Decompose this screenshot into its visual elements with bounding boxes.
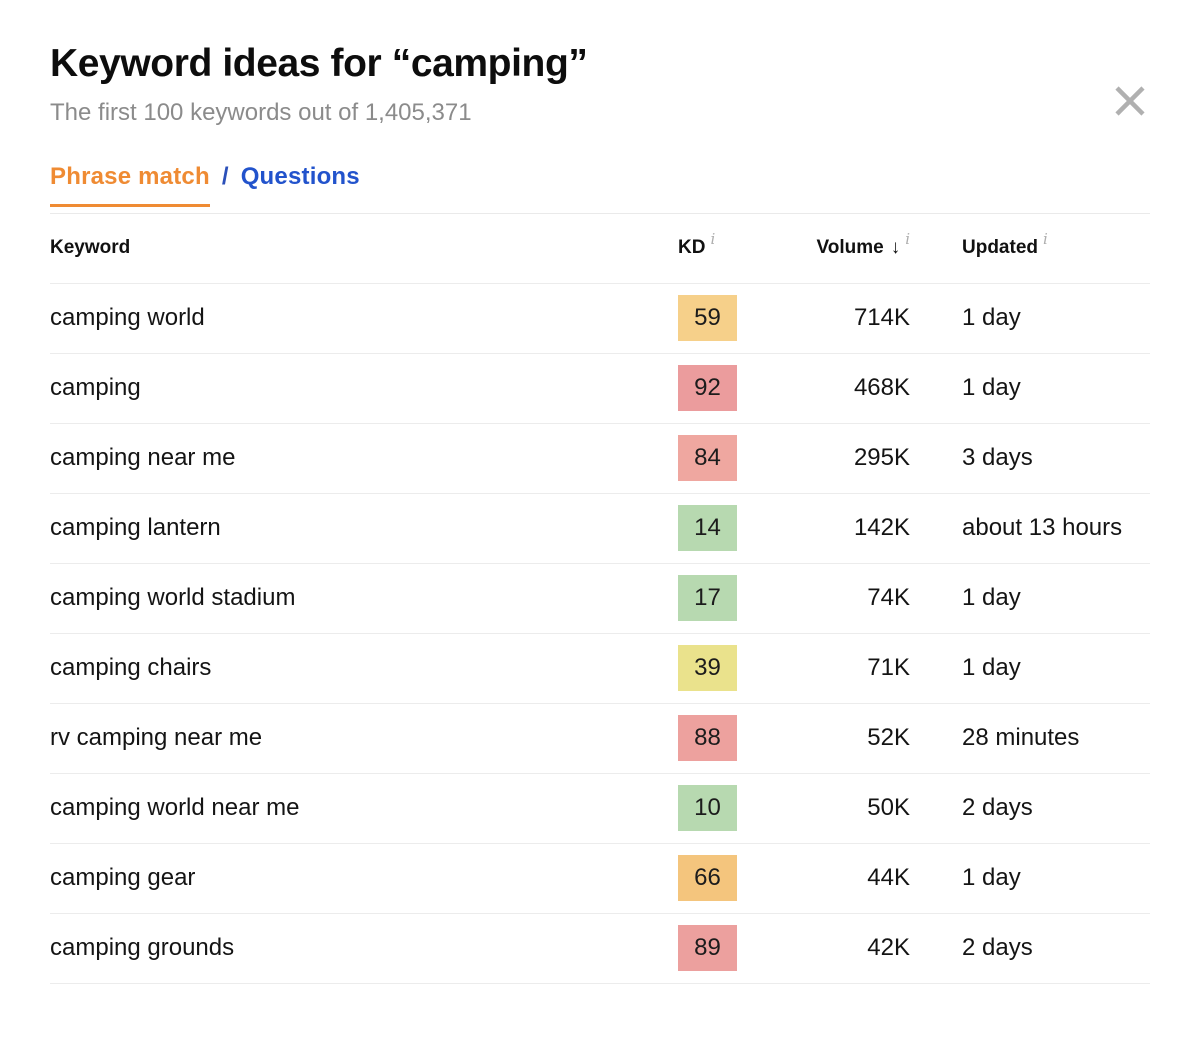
column-header-keyword[interactable]: Keyword <box>50 214 678 284</box>
table-row[interactable]: camping world stadium 17 74K 1 day <box>50 563 1150 634</box>
table-row[interactable]: camping 92 468K 1 day <box>50 353 1150 424</box>
updated-cell: 2 days <box>910 773 1150 844</box>
table-row[interactable]: camping lantern 14 142K about 13 hours <box>50 493 1150 564</box>
table-row[interactable]: camping chairs 39 71K 1 day <box>50 633 1150 704</box>
table-row[interactable]: camping gear 66 44K 1 day <box>50 843 1150 914</box>
updated-cell: 1 day <box>910 843 1150 914</box>
table-row[interactable]: rv camping near me 88 52K 28 minutes <box>50 703 1150 774</box>
updated-info-icon[interactable]: i <box>1043 230 1048 249</box>
volume-cell: 714K <box>800 283 910 354</box>
result-count-subtitle: The first 100 keywords out of 1,405,371 <box>50 99 472 126</box>
volume-cell: 295K <box>800 423 910 494</box>
volume-cell: 52K <box>800 703 910 774</box>
column-header-updated[interactable]: Updated i <box>910 214 1150 284</box>
keyword-cell[interactable]: camping world near me <box>50 773 678 844</box>
volume-cell: 42K <box>800 913 910 984</box>
keyword-cell[interactable]: camping world stadium <box>50 563 678 634</box>
keyword-ideas-modal: Keyword ideas for “camping” The first 10… <box>0 42 1200 984</box>
tab-phrase-match[interactable]: Phrase match <box>50 163 210 207</box>
updated-cell: 1 day <box>910 633 1150 704</box>
updated-cell: 28 minutes <box>910 703 1150 774</box>
keyword-cell[interactable]: rv camping near me <box>50 703 678 774</box>
tab-separator: / <box>221 163 229 190</box>
table-row[interactable]: camping near me 84 295K 3 days <box>50 423 1150 494</box>
updated-cell: 1 day <box>910 563 1150 634</box>
volume-cell: 71K <box>800 633 910 704</box>
table-row[interactable]: camping world 59 714K 1 day <box>50 283 1150 354</box>
kd-badge: 14 <box>678 505 737 551</box>
sort-descending-icon: ↓ <box>890 237 901 259</box>
keyword-cell[interactable]: camping gear <box>50 843 678 914</box>
column-header-kd[interactable]: KD i <box>678 214 800 284</box>
table-row[interactable]: camping grounds 89 42K 2 days <box>50 913 1150 984</box>
page-title: Keyword ideas for “camping” <box>50 42 588 85</box>
kd-badge: 92 <box>678 365 737 411</box>
keyword-cell[interactable]: camping near me <box>50 423 678 494</box>
tab-questions[interactable]: Questions <box>240 163 360 190</box>
kd-badge: 88 <box>678 715 737 761</box>
volume-cell: 44K <box>800 843 910 914</box>
keyword-cell[interactable]: camping grounds <box>50 913 678 984</box>
keyword-cell[interactable]: camping world <box>50 283 678 354</box>
tab-bar: Phrase match / Questions <box>50 163 1150 214</box>
kd-badge: 39 <box>678 645 737 691</box>
updated-cell: 1 day <box>910 353 1150 424</box>
kd-badge: 10 <box>678 785 737 831</box>
tab-bar-divider <box>50 213 1150 214</box>
volume-cell: 142K <box>800 493 910 564</box>
kd-badge: 17 <box>678 575 737 621</box>
updated-cell: 1 day <box>910 283 1150 354</box>
table-row[interactable]: camping world near me 10 50K 2 days <box>50 773 1150 844</box>
volume-info-icon[interactable]: i <box>905 230 910 249</box>
close-button[interactable] <box>1110 82 1150 122</box>
kd-badge: 59 <box>678 295 737 341</box>
keyword-table: Keyword KD i Volume ↓ i Updated i camping wo… <box>50 214 1150 984</box>
volume-cell: 468K <box>800 353 910 424</box>
keyword-cell[interactable]: camping lantern <box>50 493 678 564</box>
kd-badge: 84 <box>678 435 737 481</box>
kd-info-icon[interactable]: i <box>710 230 716 249</box>
updated-cell: about 13 hours <box>910 493 1150 564</box>
keyword-cell[interactable]: camping <box>50 353 678 424</box>
table-header-row: Keyword KD i Volume ↓ i Updated i <box>50 214 1150 284</box>
kd-badge: 66 <box>678 855 737 901</box>
updated-cell: 2 days <box>910 913 1150 984</box>
kd-badge: 89 <box>678 925 737 971</box>
keyword-cell[interactable]: camping chairs <box>50 633 678 704</box>
column-header-volume[interactable]: Volume ↓ i <box>800 214 910 284</box>
volume-cell: 50K <box>800 773 910 844</box>
close-icon <box>1112 83 1148 122</box>
volume-cell: 74K <box>800 563 910 634</box>
updated-cell: 3 days <box>910 423 1150 494</box>
